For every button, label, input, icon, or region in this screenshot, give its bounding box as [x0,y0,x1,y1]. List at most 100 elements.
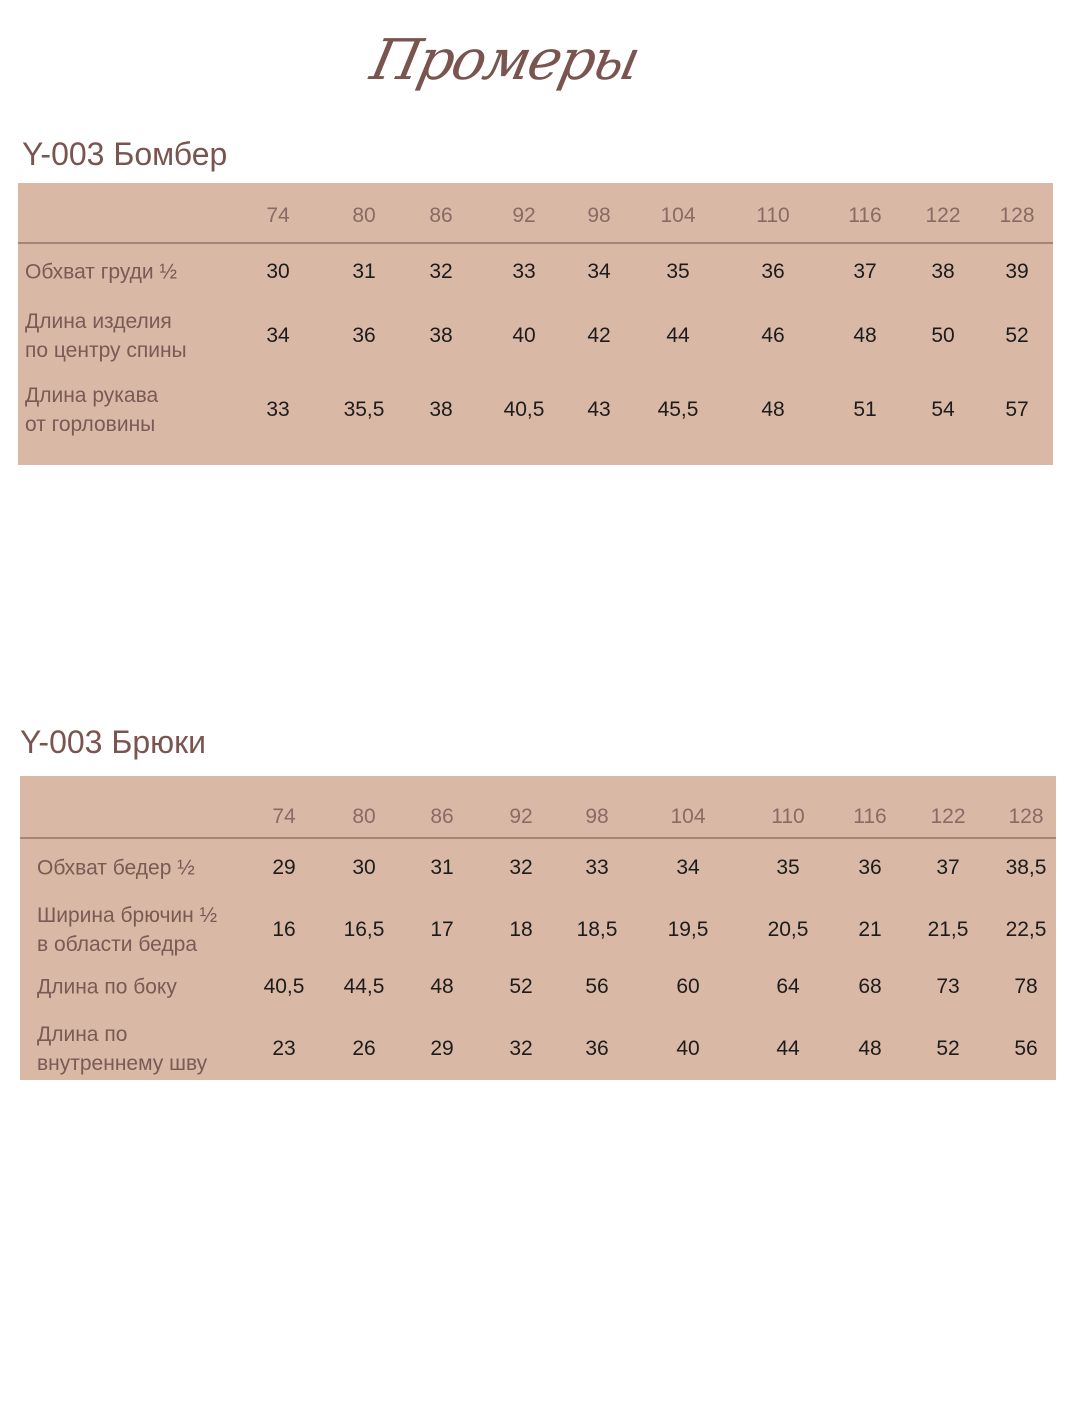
measurement-cell: 40 [512,324,536,347]
measurement-cell: 78 [1014,975,1038,998]
size-header: 92 [512,204,536,227]
row-label: Ширина брючин ½ в области бедра [37,904,218,956]
measurement-cell: 54 [931,398,955,421]
header-divider [20,837,1056,839]
measurement-cell: 40,5 [503,398,545,421]
measurement-cell: 56 [585,975,609,998]
measurement-cell: 21,5 [927,918,969,941]
measurement-cell: 19,5 [667,918,709,941]
measurement-cell: 33 [585,856,609,879]
row-label: Длина рукава от горловины [25,384,159,436]
measurement-cell: 34 [587,260,611,283]
page-title: Промеры [365,28,645,93]
measurement-cell: 57 [1005,398,1029,421]
measurement-cell: 36 [352,324,376,347]
measurement-cell: 51 [853,398,877,421]
section-title-pants: Y-003 Брюки [20,724,207,760]
row-label: Длина изделия по центру спины [25,310,187,362]
measurement-cell: 38 [931,260,955,283]
measurement-cell: 29 [430,1037,454,1060]
size-header: 128 [999,204,1035,227]
measurement-cell: 34 [266,324,290,347]
size-header: 128 [1008,805,1044,828]
row-label: Длина по боку [37,975,177,999]
measurement-cell: 35 [776,856,800,879]
measurement-cell: 16,5 [343,918,385,941]
measurement-cell: 21 [858,918,882,941]
size-header: 122 [925,204,961,227]
measurement-cell: 35,5 [343,398,385,421]
measurement-cell: 37 [936,856,960,879]
measurement-cell: 33 [512,260,536,283]
measurement-cell: 48 [761,398,785,421]
size-header: 92 [509,805,533,828]
size-table-pants: 74 80 86 92 98 104 110 116 122 128 Обхват бедер ½ 2… [20,776,1056,1080]
size-header: 74 [266,204,290,227]
measurement-cell: 48 [853,324,877,347]
measurement-cell: 23 [272,1037,296,1060]
size-header: 74 [272,805,296,828]
section-title-bomber: Y-003 Бомбер [22,136,228,172]
measurement-cell: 64 [776,975,800,998]
measurement-cell: 38 [429,324,453,347]
measurement-cell: 38,5 [1005,856,1047,879]
measurement-cell: 42 [587,324,611,347]
measurement-cell: 17 [430,918,454,941]
measurement-cell: 29 [272,856,296,879]
size-header: 86 [429,204,453,227]
size-table-bomber: 74 80 86 92 98 104 110 116 122 128 Обхват груди ½ 3… [18,183,1053,465]
measurement-cell: 39 [1005,260,1029,283]
measurement-cell: 36 [585,1037,609,1060]
measurement-cell: 30 [352,856,376,879]
measurement-cell: 44 [776,1037,800,1060]
measurement-cell: 48 [430,975,454,998]
measurement-cell: 36 [858,856,882,879]
size-header: 110 [756,204,790,227]
measurement-cell: 34 [676,856,700,879]
measurement-cell: 68 [858,975,882,998]
size-header: 116 [848,204,882,227]
measurement-cell: 32 [429,260,453,283]
measurement-cell: 16 [272,918,296,941]
measurement-cell: 37 [853,260,877,283]
measurement-cell: 32 [509,856,533,879]
measurement-cell: 46 [761,324,785,347]
measurement-cell: 43 [587,398,611,421]
measurement-cell: 52 [509,975,533,998]
row-label: Обхват груди ½ [25,260,177,284]
size-header: 98 [587,204,611,227]
measurement-cell: 30 [266,260,290,283]
measurement-cell: 31 [352,260,376,283]
measurement-cell: 44 [666,324,690,347]
measurement-cell: 40 [676,1037,700,1060]
measurement-cell: 52 [1005,324,1029,347]
measurement-cell: 38 [429,398,453,421]
measurement-cell: 31 [430,856,454,879]
measurement-cell: 36 [761,260,785,283]
size-header: 122 [930,805,966,828]
measurement-cell: 56 [1014,1037,1038,1060]
measurement-cell: 40,5 [263,975,305,998]
measurement-cell: 18 [509,918,533,941]
measurement-cell: 26 [352,1037,376,1060]
row-label: Длина по внутреннему шву [37,1023,208,1075]
size-header: 104 [660,204,696,227]
row-label: Обхват бедер ½ [37,856,195,880]
measurement-cell: 45,5 [657,398,699,421]
measurement-cell: 73 [936,975,960,998]
measurement-cell: 50 [931,324,955,347]
measurement-cell: 48 [858,1037,882,1060]
measurement-cell: 52 [936,1037,960,1060]
size-header: 98 [585,805,609,828]
size-header: 104 [670,805,706,828]
size-header: 80 [352,204,376,227]
header-divider [18,242,1053,244]
size-header: 116 [853,805,887,828]
measurement-cell: 60 [676,975,700,998]
size-header: 86 [430,805,454,828]
measurement-cell: 22,5 [1005,918,1047,941]
measurement-cell: 18,5 [576,918,618,941]
measurement-cell: 32 [509,1037,533,1060]
size-header: 110 [771,805,805,828]
measurement-cell: 35 [666,260,690,283]
